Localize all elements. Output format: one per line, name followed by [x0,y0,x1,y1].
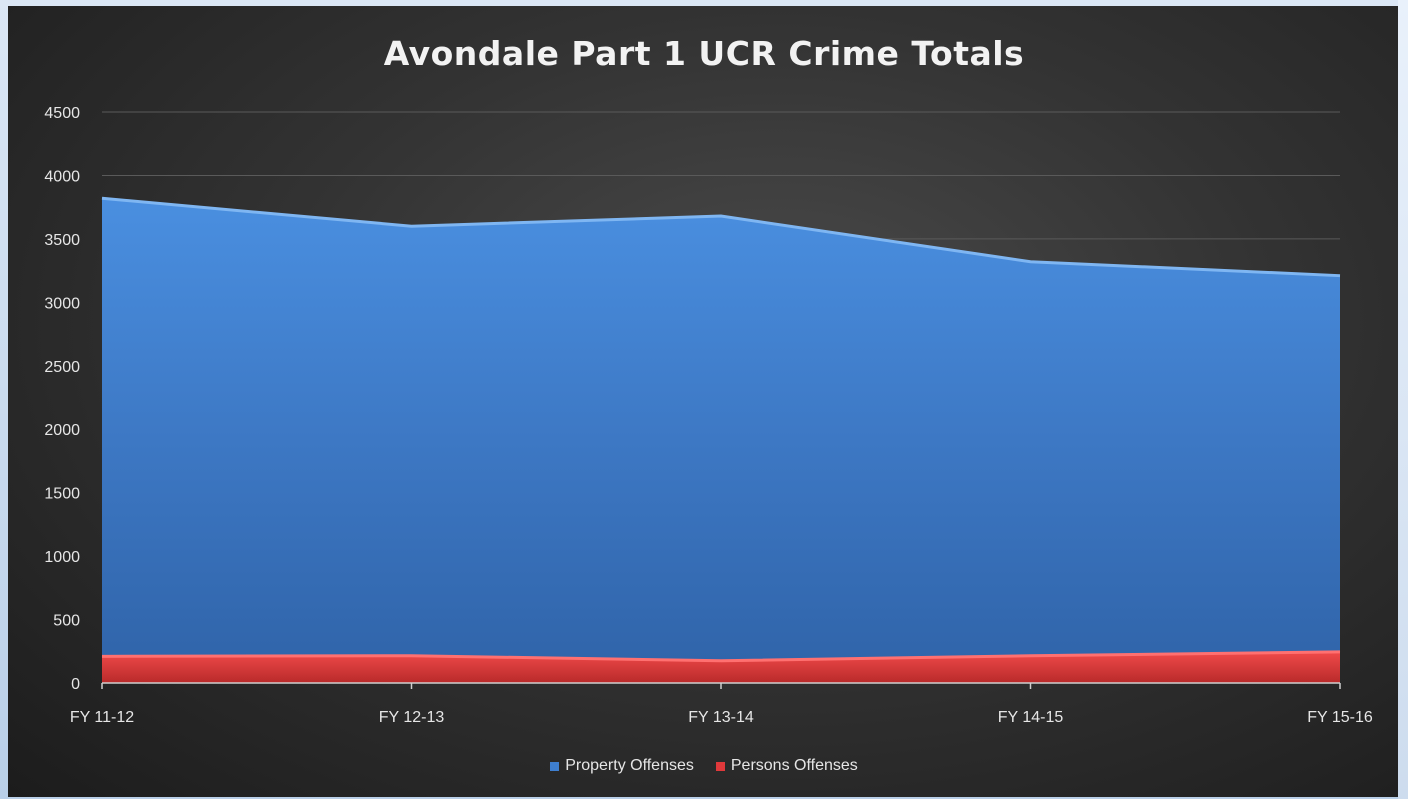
y-tick-label: 4000 [44,168,80,185]
x-tick-label: FY 12-13 [379,709,445,726]
x-tick-label: FY 15-16 [1307,709,1373,726]
legend-swatch-property [550,761,560,771]
y-tick-label: 3500 [44,232,80,249]
y-tick-label: 3000 [44,295,80,312]
x-tick-label: FY 11-12 [70,709,134,726]
y-tick-label: 500 [53,613,80,630]
y-tick-label: 1500 [44,486,80,503]
legend-item-persons: Persons Offenses [715,757,858,775]
area-property-offenses [102,198,1340,684]
y-tick-label: 1000 [44,549,80,566]
y-tick-label: 2000 [44,422,80,439]
legend-label-property: Property Offenses [565,757,694,774]
y-tick-label: 2500 [44,359,80,376]
chart-title: Avondale Part 1 UCR Crime Totals [383,34,1025,73]
x-tick-label: FY 13-14 [688,709,754,726]
y-tick-label: 0 [71,676,80,693]
chart-legend: Property Offenses Persons Offenses [0,757,1408,775]
x-tick-label: FY 14-15 [998,709,1064,726]
legend-label-persons: Persons Offenses [730,757,858,774]
legend-swatch-persons [715,761,725,771]
y-tick-label: 4500 [44,105,80,122]
legend-item-property: Property Offenses [550,757,694,775]
slide-edge [1398,0,1408,799]
area-persons-offenses [102,651,1340,683]
